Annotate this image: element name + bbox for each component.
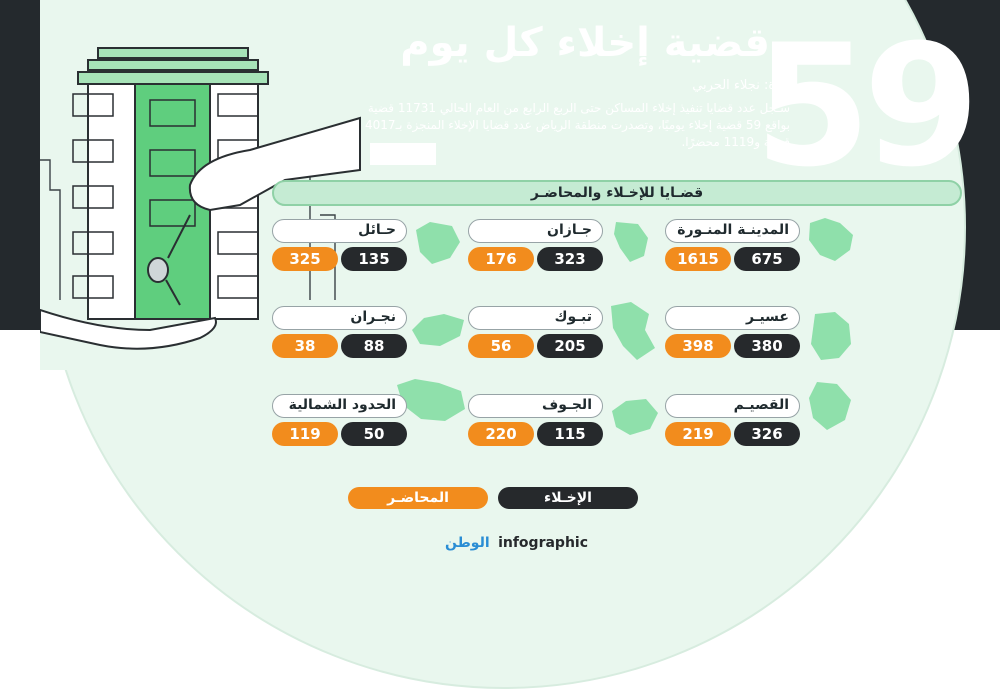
brand-logo: الوطن xyxy=(445,535,490,551)
region-card: المدينـة المنـورة 1615 675 xyxy=(665,219,800,271)
eviction-value: 326 xyxy=(734,422,800,446)
reports-value: 1615 xyxy=(665,247,731,271)
region-card: تبـوك 56 205 xyxy=(468,306,603,358)
reports-value: 325 xyxy=(272,247,338,271)
region-card: الحدود الشمالية 119 50 xyxy=(272,394,407,446)
footer-label: infographic xyxy=(498,535,589,551)
eviction-value: 50 xyxy=(341,422,407,446)
eviction-value: 380 xyxy=(734,334,800,358)
region-map-icon xyxy=(416,222,460,264)
eviction-value: 88 xyxy=(341,334,407,358)
page-title: قضية إخلاء كل يوم xyxy=(400,20,770,66)
footer-credit: الوطن infographic xyxy=(445,535,588,551)
reports-value: 220 xyxy=(468,422,534,446)
region-card: حـائل 325 135 xyxy=(272,219,407,271)
region-map-icon xyxy=(809,218,853,261)
section-title: قضـايا للإخـلاء والمحاضـر xyxy=(272,180,962,206)
eviction-value: 323 xyxy=(537,247,603,271)
legend-reports: المحاضـر xyxy=(348,487,488,509)
region-map-icon xyxy=(811,312,851,360)
region-name: الحدود الشمالية xyxy=(272,394,407,418)
region-name: حـائل xyxy=(272,219,407,243)
region-card: الجـوف 220 115 xyxy=(468,394,603,446)
eviction-value: 205 xyxy=(537,334,603,358)
region-map-icon xyxy=(612,399,658,435)
region-map-icon xyxy=(809,382,851,430)
byline: جدة: نجلاء الحربي xyxy=(692,78,790,93)
reports-value: 176 xyxy=(468,247,534,271)
region-card: جـازان 176 323 xyxy=(468,219,603,271)
region-name: المدينـة المنـورة xyxy=(665,219,800,243)
big-number: 59 xyxy=(754,8,980,204)
reports-value: 219 xyxy=(665,422,731,446)
intro-paragraph: سـجل عدد قضايا تنفيذ إخلاء المساكن حتى ا… xyxy=(365,101,790,149)
legend-eviction: الإخـلاء xyxy=(498,487,638,509)
reports-value: 119 xyxy=(272,422,338,446)
eviction-value: 135 xyxy=(341,247,407,271)
region-name: تبـوك xyxy=(468,306,603,330)
reports-value: 38 xyxy=(272,334,338,358)
region-card: عسيـر 398 380 xyxy=(665,306,800,358)
reports-value: 56 xyxy=(468,334,534,358)
region-map-icon xyxy=(614,222,648,262)
region-card: القصيـم 219 326 xyxy=(665,394,800,446)
region-map-icon xyxy=(397,379,465,421)
eviction-value: 115 xyxy=(537,422,603,446)
reports-value: 398 xyxy=(665,334,731,358)
region-name: نجـران xyxy=(272,306,407,330)
region-name: الجـوف xyxy=(468,394,603,418)
region-name: جـازان xyxy=(468,219,603,243)
eviction-value: 675 xyxy=(734,247,800,271)
region-name: عسيـر xyxy=(665,306,800,330)
blank-box xyxy=(370,143,436,165)
region-name: القصيـم xyxy=(665,394,800,418)
region-card: نجـران 38 88 xyxy=(272,306,407,358)
region-map-icon xyxy=(611,302,655,360)
region-map-icon xyxy=(412,314,464,346)
